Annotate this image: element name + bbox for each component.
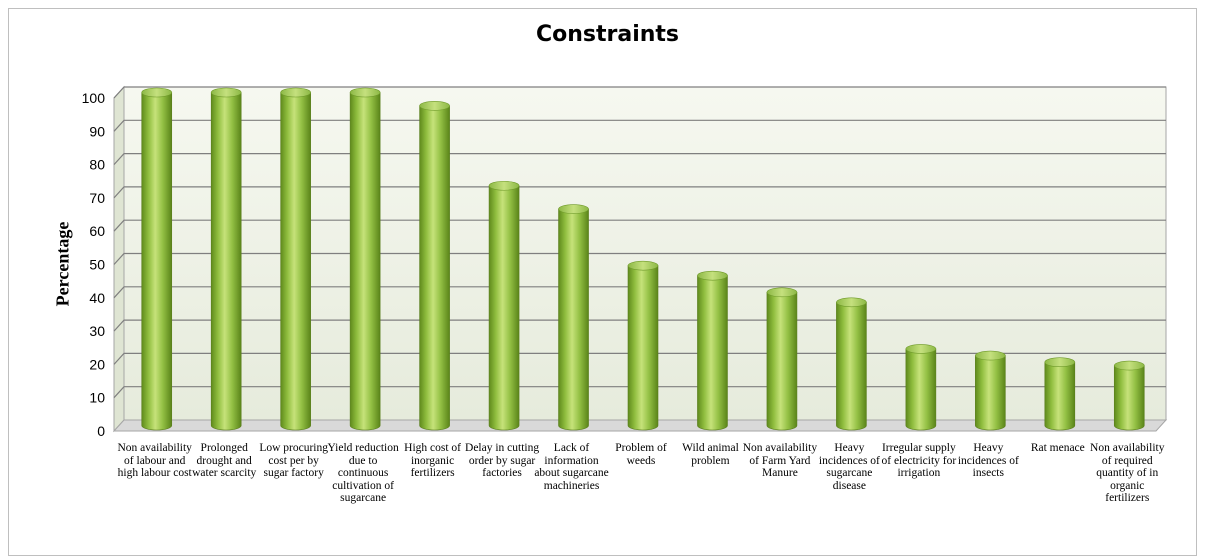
y-tick-label: 90: [89, 123, 105, 139]
y-tick-label: 70: [89, 190, 105, 206]
gridline: [113, 252, 1166, 265]
x-tick-label: Yield reduction due to continuous cultiv…: [327, 442, 399, 505]
x-tick-label: Lack of information about sugarcane mach…: [534, 442, 609, 492]
y-tick-label: 20: [89, 356, 105, 372]
x-tick-label: Heavy incidences of sugarcane disease: [818, 442, 880, 492]
y-tick-label: 100: [82, 90, 106, 106]
x-tick-label: Wild animal problem: [682, 442, 739, 467]
x-tick-label: Non availability of labour and high labo…: [117, 442, 192, 480]
y-tick-label: 10: [89, 390, 105, 406]
gridline: [113, 186, 1166, 199]
x-tick-label: Rat menace: [1030, 442, 1085, 454]
bar: [558, 204, 589, 431]
chart-title: Constraints: [535, 22, 680, 47]
gridline: [113, 86, 1166, 99]
x-tick-label: Problem of weeds: [615, 442, 667, 467]
x-tick-label: Low procuring cost per by sugar factory: [259, 442, 328, 480]
bar: [488, 180, 520, 431]
bar: [975, 350, 1006, 431]
y-tick-label: 80: [89, 157, 105, 173]
bar: [1044, 357, 1076, 431]
x-tick-label: Heavy incidences of insects: [957, 442, 1019, 480]
bar: [1113, 360, 1145, 431]
bar: [836, 297, 867, 431]
y-tick-label: 0: [97, 423, 105, 439]
bar: [419, 101, 450, 431]
x-tick-label: High cost of inorganic fertilizers: [404, 442, 462, 480]
bar: [141, 87, 173, 431]
gridline: [113, 153, 1166, 166]
gridline: [113, 319, 1166, 332]
gridline: [113, 219, 1166, 232]
y-tick-label: 40: [89, 290, 105, 306]
y-tick-label: 30: [89, 323, 105, 339]
bar: [627, 260, 659, 431]
bar: [766, 287, 798, 431]
bar: [280, 87, 311, 431]
gridline: [113, 386, 1166, 399]
bar: [349, 87, 381, 431]
gridline: [113, 119, 1166, 132]
x-tick-label: Delay in cutting order by sugar factorie…: [465, 442, 540, 480]
x-tick-label: Non availability of required quantity of…: [1090, 442, 1165, 505]
gridline: [113, 352, 1166, 365]
y-tick-label: 60: [89, 223, 105, 239]
x-tick-label: Irregular supply of electricity for irri…: [881, 442, 957, 480]
x-tick-label: Prolonged drought and water scarcity: [192, 442, 257, 480]
bar: [905, 344, 937, 431]
gridline: [113, 286, 1166, 299]
bar: [697, 270, 728, 431]
y-tick-label: 50: [89, 257, 105, 273]
bar: [210, 87, 242, 431]
x-tick-label: Non availability of Farm Yard Manure: [742, 442, 818, 480]
